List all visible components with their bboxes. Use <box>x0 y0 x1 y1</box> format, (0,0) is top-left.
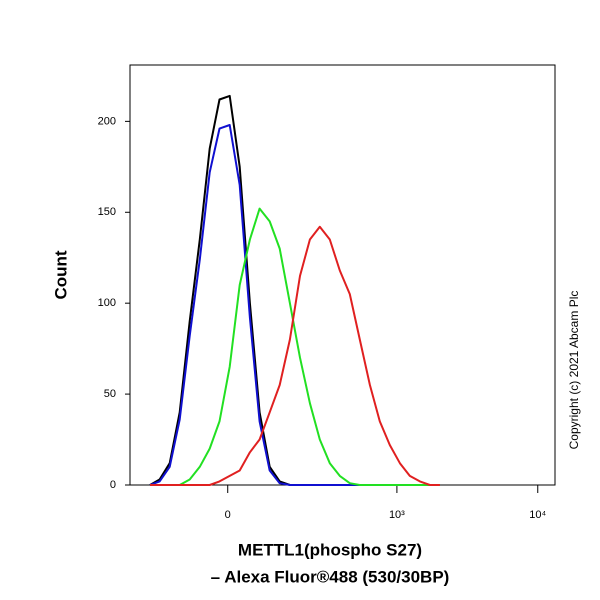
x-tick-label: 0 <box>225 509 231 521</box>
histogram-line <box>149 94 440 486</box>
x-tick-label: 10⁴ <box>529 509 546 521</box>
y-tick-label: 100 <box>98 297 116 309</box>
x-axis-label: METTL1(phospho S27) <box>238 540 422 559</box>
x-tick-label: 10³ <box>389 509 405 521</box>
y-tick-label: 200 <box>98 115 116 127</box>
y-axis-label: Count <box>51 250 70 299</box>
copyright: Copyright (c) 2021 Abcam Plc <box>567 291 581 450</box>
histogram-line <box>150 207 440 486</box>
y-tick-label: 50 <box>104 388 116 400</box>
y-tick-label: 0 <box>110 479 116 491</box>
y-tick-label: 150 <box>98 206 116 218</box>
histogram-line <box>150 225 440 486</box>
x-axis-label: – Alexa Fluor®488 (530/30BP) <box>211 567 450 586</box>
